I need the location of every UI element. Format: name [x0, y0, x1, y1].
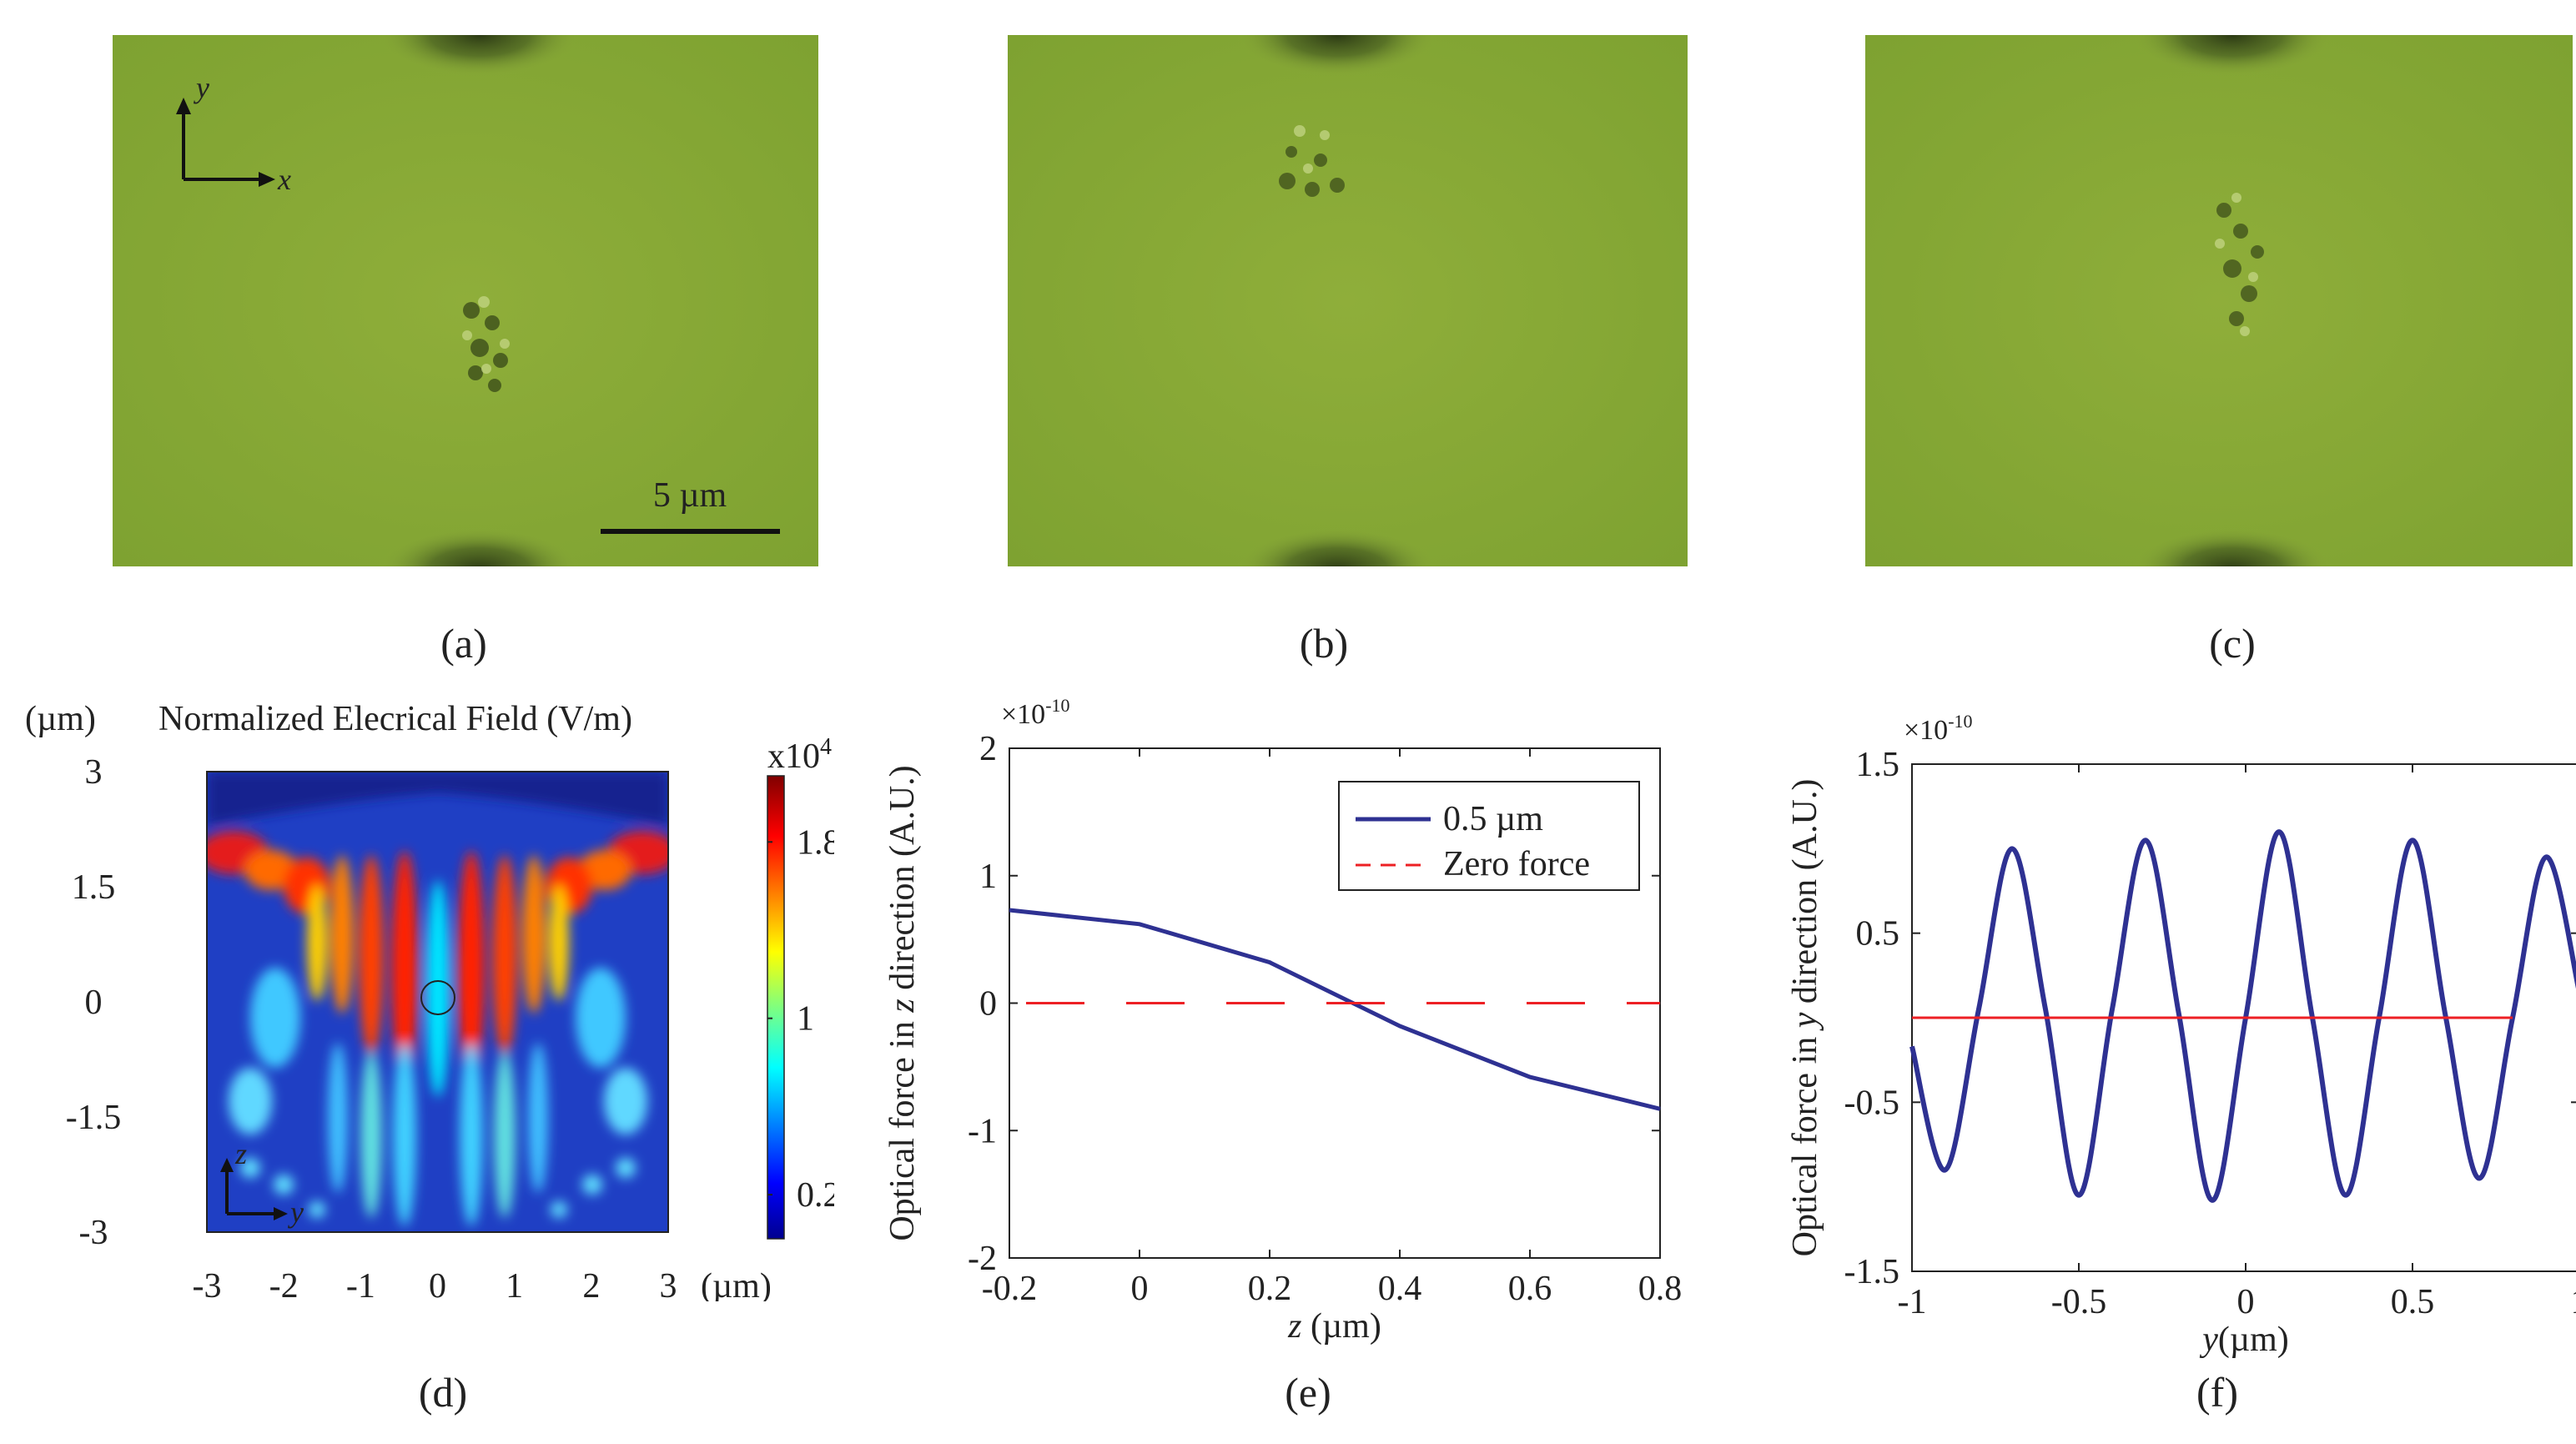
- x-tick-label: 0.5: [2391, 1283, 2435, 1321]
- panel-e-chart: -0.2 0 0.2 0.4 0.6 0.8 2 1 0 -1 -2 ×10-10 z (µm) Opti…: [883, 695, 1683, 1346]
- d-y-unit: (µm): [25, 700, 96, 738]
- zy-axes-icon: [225, 1168, 275, 1215]
- micrograph-b: [1008, 35, 1688, 566]
- d-ytick-label: -1.5: [66, 1099, 122, 1137]
- caption-b: (b): [1299, 620, 1349, 667]
- data-point: [2011, 848, 2013, 849]
- y-tick-label: 1.5: [1856, 746, 1900, 784]
- caption-d: (d): [418, 1369, 468, 1416]
- colorbar-tick-label: 1.8: [797, 823, 834, 862]
- d-xtick-label: 2: [582, 1267, 600, 1301]
- y-tick-label: -2: [968, 1240, 997, 1278]
- d-axis-z: z: [234, 1137, 247, 1170]
- legend-label: Zero force: [1443, 845, 1590, 883]
- particle-marker: [420, 980, 455, 1015]
- force-curve: [1909, 829, 2576, 1203]
- x-tick-label: 0: [2237, 1283, 2255, 1321]
- colorbar-tick-label: 1: [797, 1000, 814, 1039]
- legend-label: 0.5 µm: [1443, 800, 1543, 838]
- y-tick-label: -0.5: [1844, 1084, 1900, 1122]
- micrograph-c: [1865, 35, 2573, 566]
- d-x-unit: (µm): [701, 1267, 772, 1301]
- particle-cluster: [2216, 203, 2264, 326]
- y-tick-label: -1: [968, 1112, 997, 1150]
- y-tick-label: 2: [979, 730, 997, 768]
- colorbar: [767, 775, 785, 1240]
- caption-a: (a): [440, 620, 487, 667]
- x-tick-label: -1: [1898, 1283, 1927, 1321]
- particle-cluster: [463, 302, 508, 392]
- y-axis-label: Optical force in y direction (A.U.): [1786, 779, 1824, 1257]
- d-xtick-label: -3: [193, 1267, 222, 1301]
- panel-f-chart: -1 -0.5 0 0.5 1 1.5 0.5 -0.5 -1.5 ×10-10 y(µm) Opti…: [1786, 711, 2576, 1359]
- d-axis-y: y: [288, 1195, 304, 1229]
- x-tick-label: 0.8: [1638, 1270, 1683, 1308]
- caption-c: (c): [2209, 620, 2256, 667]
- d-xtick-label: -1: [346, 1267, 375, 1301]
- particle-cluster: [1279, 146, 1345, 197]
- d-xtick-label: 3: [660, 1267, 677, 1301]
- scale-factor: ×10-10: [1001, 695, 1070, 730]
- xy-axes-icon: [182, 110, 261, 181]
- y-tick-label: 0.5: [1856, 915, 1900, 953]
- x-tick-label: 0: [1131, 1270, 1149, 1308]
- series-line-0.5um: [1009, 908, 1661, 1111]
- x-tick-label: 0.4: [1378, 1270, 1422, 1308]
- scale-bar-label: 5 µm: [653, 476, 727, 515]
- data-point: [2412, 839, 2413, 841]
- legend-box: [1338, 781, 1640, 891]
- x-tick-label: -0.2: [982, 1270, 1038, 1308]
- d-ytick-label: 3: [85, 753, 103, 792]
- d-title: Normalized Elecrical Field (V/m): [158, 700, 632, 738]
- micrograph-a: y x 5 µm: [113, 35, 818, 566]
- d-xtick-label: 1: [506, 1267, 523, 1301]
- x-tick-label: 0.2: [1248, 1270, 1292, 1308]
- d-ytick-label: 1.5: [72, 868, 116, 907]
- d-xtick-label: 0: [429, 1267, 446, 1301]
- data-point: [1399, 1025, 1401, 1027]
- y-tick-label: 1: [979, 858, 997, 896]
- y-tick-label: 0: [979, 985, 997, 1024]
- colorbar-exponent: x104: [767, 734, 832, 776]
- x-axis-label: y(µm): [2199, 1321, 2289, 1359]
- y-axis-label: Optical force in z direction (A.U.): [883, 765, 922, 1240]
- x-tick-label: -0.5: [2051, 1283, 2107, 1321]
- d-ytick-label: 0: [85, 984, 103, 1022]
- caption-f: (f): [2196, 1369, 2238, 1416]
- data-point: [2278, 831, 2280, 833]
- axis-x-label: x: [277, 163, 291, 196]
- d-ytick-label: -3: [79, 1214, 108, 1252]
- caption-e: (e): [1285, 1369, 1331, 1416]
- data-point: [2478, 1178, 2480, 1180]
- panel-d-heatmap: (µm) Normalized Elecrical Field (V/m): [25, 700, 834, 1301]
- data-point: [1529, 1076, 1531, 1078]
- x-tick-label: 0.6: [1508, 1270, 1552, 1308]
- scale-factor: ×10-10: [1904, 711, 1973, 746]
- axis-y-label: y: [194, 71, 209, 104]
- data-point: [1911, 1045, 1913, 1047]
- y-tick-label: -1.5: [1844, 1253, 1900, 1291]
- x-tick-label: 1: [2571, 1283, 2576, 1321]
- colorbar-tick-label: 0.2: [797, 1176, 834, 1215]
- x-axis-label: z (µm): [1287, 1307, 1381, 1346]
- data-point: [1009, 909, 1010, 911]
- d-xtick-label: -2: [269, 1267, 299, 1301]
- data-point: [2545, 856, 2547, 858]
